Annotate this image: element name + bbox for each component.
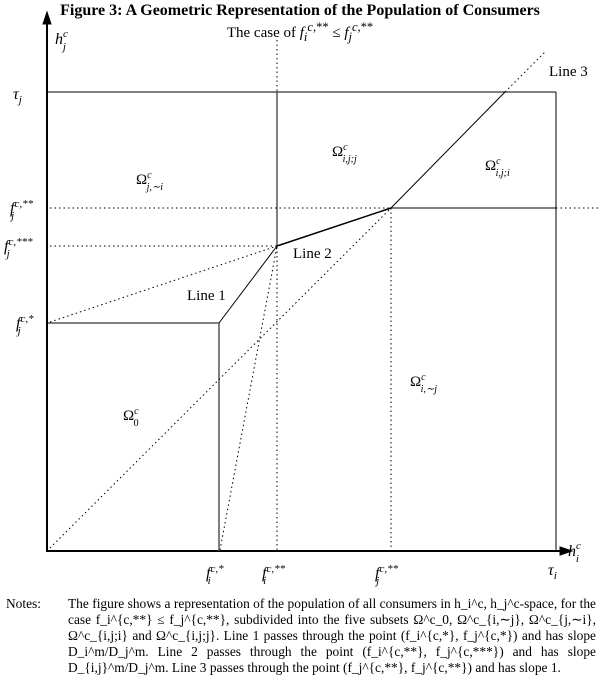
line-3-label: Line 3 [549,64,588,80]
y-tick-fj-3star: fc,*** j [4,236,33,260]
dotted-diagonal [49,207,392,549]
diagram: hc j hc i τj τi fc,** j fc,*** j fc,* j fc,* i… [4,10,600,587]
region-omega-0: Ωc 0 [123,406,139,429]
tau-i-label: τi [548,562,557,582]
line-1 [218,245,278,324]
x-tick-fj-2star: fc,** j [374,563,398,587]
line-3 [390,91,506,209]
dotted-line-3-extension [504,51,546,93]
figure-title: Figure 3: A Geometric Representation of … [60,2,540,19]
region-omega-ij-i: Ωc i,j;i [485,156,510,179]
region-omega-j-not-i: Ωc j,∼i [136,170,163,193]
y-tick-fj-star: fc,* j [16,313,34,337]
y-axis-label: hc j [55,28,68,53]
x-tick-fi-2star: fc,** i [262,563,286,587]
y-tick-fj-2star: fc,** j [9,198,33,222]
region-omega-ij-j: Ωc i,j;j [332,142,357,165]
notes-body: The figure shows a representation of the… [68,596,596,675]
region-omega-i-not-j: Ωc i,∼j [410,372,437,395]
y-axis-arrow [42,10,52,25]
line-2-label: Line 2 [293,246,332,262]
x-axis-arrow [559,546,574,556]
line-1-label: Line 1 [187,288,226,304]
x-axis-label: hc i [568,540,581,565]
line-2 [276,207,392,247]
x-tick-fi-star: fc,* i [206,563,224,587]
figure-subtitle: The case of fic,** ≤ fjc,** [226,20,374,44]
dotted-line-2-extension [49,245,278,323]
dotted-line-1-extension [219,245,278,551]
notes-heading: Notes: [6,596,41,611]
tau-j-label: τj [13,86,22,106]
